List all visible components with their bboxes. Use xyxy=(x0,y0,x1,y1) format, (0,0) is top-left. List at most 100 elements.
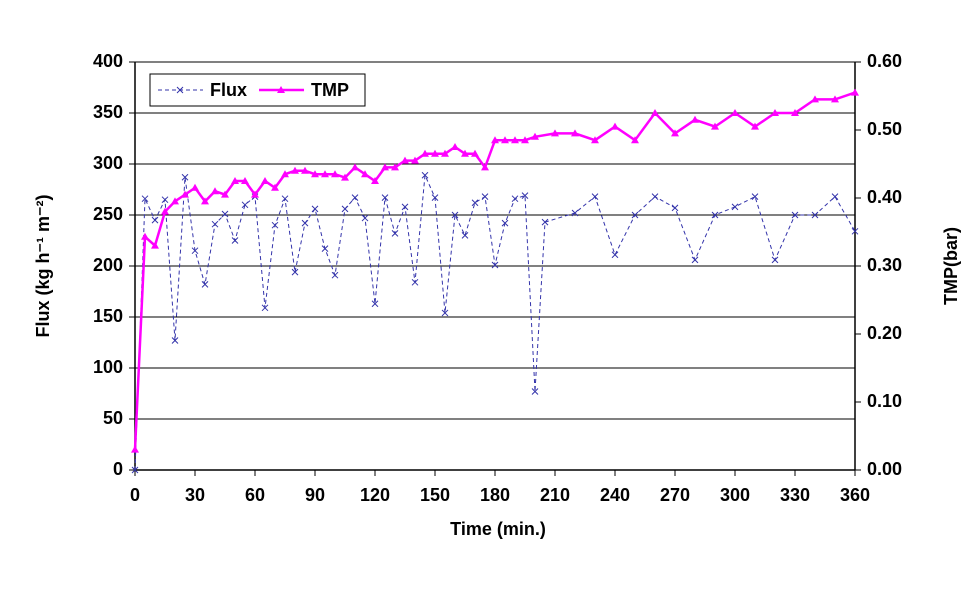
data-point xyxy=(151,216,159,224)
y2-tick-label: 0.50 xyxy=(867,119,902,139)
data-point xyxy=(671,204,679,212)
data-point xyxy=(651,109,659,116)
y-tick-label: 250 xyxy=(93,204,123,224)
data-point xyxy=(501,136,509,144)
x-tick-label: 180 xyxy=(480,485,510,505)
data-point xyxy=(181,190,189,198)
data-point xyxy=(611,122,619,130)
data-point xyxy=(361,170,369,178)
legend-label: TMP xyxy=(311,80,349,100)
data-point xyxy=(291,268,299,276)
data-point xyxy=(341,173,349,181)
data-point xyxy=(481,163,489,171)
data-point xyxy=(611,251,619,259)
y-axis-label: Flux (kg h⁻¹ m⁻²) xyxy=(33,195,53,338)
x-tick-label: 30 xyxy=(185,485,205,505)
y-tick-label: 50 xyxy=(103,408,123,428)
y-tick-label: 300 xyxy=(93,153,123,173)
data-point xyxy=(671,129,679,137)
data-point xyxy=(461,232,469,239)
legend-marker xyxy=(176,86,184,94)
x-tick-label: 150 xyxy=(420,485,450,505)
x-tick-label: 0 xyxy=(130,485,140,505)
x-tick-label: 60 xyxy=(245,485,265,505)
data-point xyxy=(281,170,289,178)
data-point xyxy=(181,173,189,181)
data-point xyxy=(771,256,779,264)
data-point xyxy=(301,219,309,227)
data-point xyxy=(771,109,779,116)
y2-tick-label: 0.40 xyxy=(867,187,902,207)
legend-box xyxy=(149,73,366,107)
data-point xyxy=(131,445,139,453)
data-point xyxy=(381,163,389,171)
x-tick-label: 210 xyxy=(540,485,570,505)
data-point xyxy=(331,170,339,178)
data-point xyxy=(501,219,509,227)
data-point xyxy=(651,193,659,200)
series-line xyxy=(133,91,856,450)
y2-tick-label: 0.20 xyxy=(867,323,902,343)
data-point xyxy=(461,149,469,157)
x-tick-label: 300 xyxy=(720,485,750,505)
y2-tick-label: 0.60 xyxy=(867,51,902,71)
data-point xyxy=(711,211,719,219)
data-point xyxy=(431,194,439,202)
y-tick-label: 100 xyxy=(93,357,123,377)
data-point xyxy=(531,132,539,140)
data-point xyxy=(221,190,229,198)
data-point xyxy=(141,232,149,240)
data-point xyxy=(441,309,449,317)
y-tick-label: 200 xyxy=(93,255,123,275)
data-point xyxy=(491,261,499,269)
data-point xyxy=(591,136,599,144)
data-point xyxy=(411,156,419,164)
data-point xyxy=(421,171,429,179)
data-point xyxy=(731,203,739,211)
y2-axis-label: TMP(bar) xyxy=(941,227,961,305)
data-point xyxy=(371,177,379,184)
legend-label: Flux xyxy=(210,80,247,100)
y-tick-label: 400 xyxy=(93,51,123,71)
data-point xyxy=(311,205,319,213)
data-point xyxy=(241,177,249,184)
data-point xyxy=(691,115,699,123)
data-point xyxy=(851,88,859,96)
data-point xyxy=(631,211,639,219)
data-point xyxy=(201,281,209,288)
data-point xyxy=(201,197,209,205)
data-point xyxy=(271,221,279,229)
data-point xyxy=(591,193,599,200)
y2-tick-label: 0.30 xyxy=(867,255,902,275)
data-point xyxy=(831,95,839,103)
data-point xyxy=(161,196,169,204)
data-point xyxy=(211,187,219,195)
data-point xyxy=(411,278,419,286)
data-point xyxy=(231,237,239,244)
data-point xyxy=(271,183,279,191)
data-point xyxy=(401,203,409,211)
data-point xyxy=(541,218,549,226)
data-point xyxy=(261,177,269,184)
x-tick-label: 240 xyxy=(600,485,630,505)
y-tick-label: 350 xyxy=(93,102,123,122)
data-point xyxy=(491,136,499,144)
data-point xyxy=(731,109,739,116)
x-axis-label: Time (min.) xyxy=(450,519,546,539)
data-point xyxy=(791,211,799,219)
data-point xyxy=(321,245,329,253)
data-point xyxy=(131,466,139,474)
data-point xyxy=(361,214,369,222)
data-point xyxy=(451,211,459,219)
data-point xyxy=(451,143,459,150)
data-point xyxy=(341,205,349,213)
data-point xyxy=(571,129,579,137)
data-point xyxy=(171,197,179,205)
data-point xyxy=(401,156,409,164)
data-point xyxy=(791,109,799,116)
y2-tick-label: 0.00 xyxy=(867,459,902,479)
data-point xyxy=(251,190,259,198)
data-point xyxy=(261,304,269,312)
data-point xyxy=(351,194,359,202)
x-tick-label: 120 xyxy=(360,485,390,505)
